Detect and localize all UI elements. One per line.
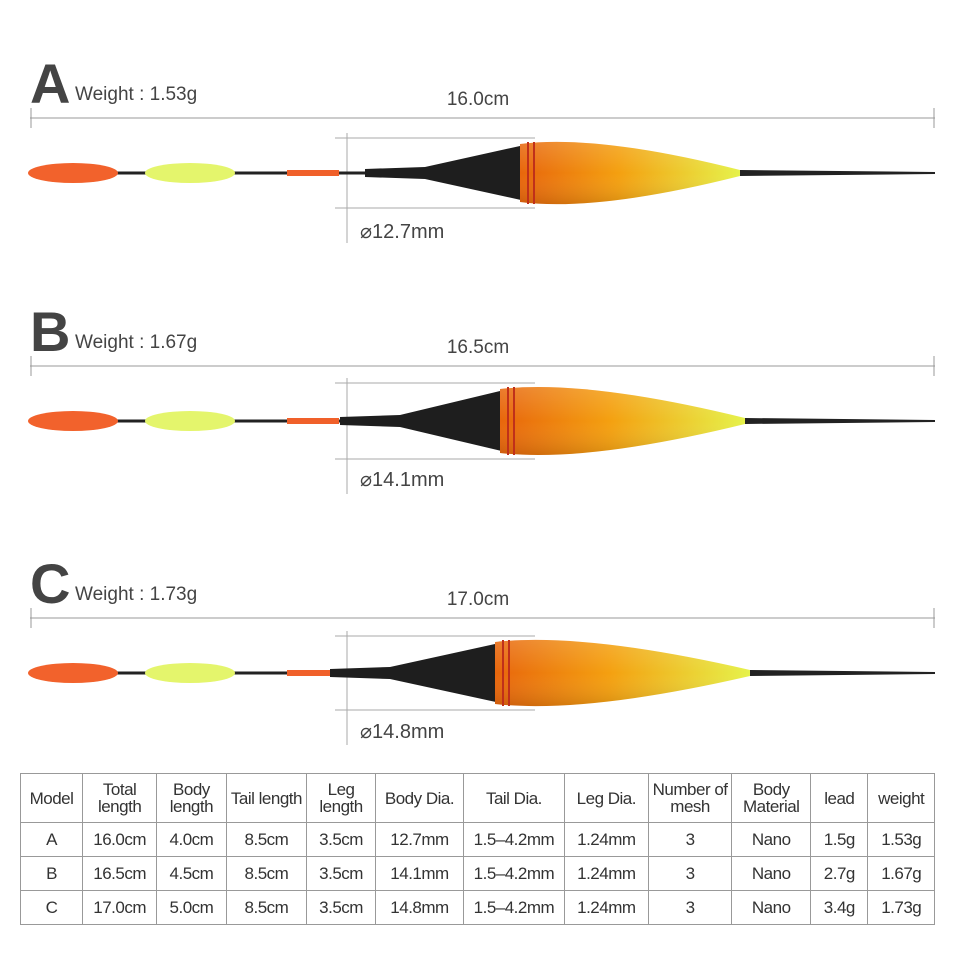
cone <box>365 146 530 202</box>
cell: 4.0cm <box>156 822 227 857</box>
bottom-float <box>28 663 118 683</box>
table-row: C 17.0cm 5.0cm 8.5cm 3.5cm 14.8mm 1.5–4.2mm 1.2… <box>20 890 935 925</box>
header-cell: Number of mesh <box>647 773 733 823</box>
weight-label: Weight : 1.67g <box>75 332 197 353</box>
header-cell: Tail length <box>225 773 308 823</box>
table-row: A 16.0cm 4.0cm 8.5cm 3.5cm 12.7mm 1.5–4.2mm 1.2… <box>20 822 935 857</box>
cell: 4.5cm <box>156 856 227 891</box>
header-cell: Tail Dia. <box>463 773 565 823</box>
cell: 3.5cm <box>306 822 376 857</box>
antenna <box>740 170 935 176</box>
tail-marker <box>287 418 339 424</box>
cell: 16.0cm <box>81 822 158 857</box>
cell: Nano <box>731 856 812 891</box>
cell: 14.8mm <box>374 890 465 925</box>
cell: C <box>20 890 83 925</box>
cell: Nano <box>731 890 812 925</box>
cell: 8.5cm <box>225 822 308 857</box>
cell: 1.5–4.2mm <box>463 890 565 925</box>
cell: 14.1mm <box>374 856 465 891</box>
weight-label: Weight : 1.53g <box>75 84 197 105</box>
cell: 1.5–4.2mm <box>463 822 565 857</box>
body-shade <box>500 386 745 456</box>
middle-float <box>145 163 235 183</box>
cell: Nano <box>731 822 812 857</box>
cell: 17.0cm <box>81 890 158 925</box>
body-shade <box>495 639 750 707</box>
cell: 3.5cm <box>306 890 376 925</box>
header-cell: Model <box>20 773 83 823</box>
model-letter: A <box>30 52 70 115</box>
cell: A <box>20 822 83 857</box>
cell: 1.5g <box>810 822 869 857</box>
cell: 3 <box>647 856 733 891</box>
bottom-float <box>28 163 118 183</box>
header-cell: Body Material <box>731 773 812 823</box>
weight-label: Weight : 1.73g <box>75 584 197 605</box>
length-label: 16.5cm <box>447 337 509 358</box>
tail-marker <box>287 670 339 676</box>
length-label: 16.0cm <box>447 89 509 110</box>
cell: 1.24mm <box>563 822 649 857</box>
cell: 3 <box>647 890 733 925</box>
cell: 3.4g <box>810 890 869 925</box>
antenna <box>750 670 935 676</box>
cell: 1.5–4.2mm <box>463 856 565 891</box>
header-cell: Body Dia. <box>374 773 465 823</box>
antenna <box>745 418 935 424</box>
cell: 1.73g <box>867 890 935 925</box>
cell: 8.5cm <box>225 856 308 891</box>
cell: 1.67g <box>867 856 935 891</box>
cell: 1.24mm <box>563 890 649 925</box>
header-cell: weight <box>867 773 935 823</box>
model-letter: C <box>30 552 70 615</box>
cone <box>330 644 505 704</box>
diameter-label: ⌀14.8mm <box>360 721 444 743</box>
header-cell: Total length <box>81 773 158 823</box>
cell: 5.0cm <box>156 890 227 925</box>
cell: B <box>20 856 83 891</box>
cell: 3.5cm <box>306 856 376 891</box>
body-shade <box>520 141 740 205</box>
cell: 2.7g <box>810 856 869 891</box>
cell: 1.53g <box>867 822 935 857</box>
cell: 1.24mm <box>563 856 649 891</box>
model-letter: B <box>30 300 70 363</box>
cell: 3 <box>647 822 733 857</box>
cell: 8.5cm <box>225 890 308 925</box>
middle-float <box>145 663 235 683</box>
cone <box>340 391 510 453</box>
length-label: 17.0cm <box>447 589 509 610</box>
spec-table: Model Total length Body length Tail length L… <box>20 773 935 925</box>
diameter-label: ⌀14.1mm <box>360 469 444 491</box>
header-cell: Leg Dia. <box>563 773 649 823</box>
header-cell: lead <box>810 773 869 823</box>
diameter-label: ⌀12.7mm <box>360 221 444 243</box>
header-cell: Leg length <box>306 773 376 823</box>
cell: 12.7mm <box>374 822 465 857</box>
table-row: B 16.5cm 4.5cm 8.5cm 3.5cm 14.1mm 1.5–4.2mm 1.2… <box>20 856 935 891</box>
header-cell: Body length <box>156 773 227 823</box>
middle-float <box>145 411 235 431</box>
bottom-float <box>28 411 118 431</box>
tail-marker <box>287 170 339 176</box>
cell: 16.5cm <box>81 856 158 891</box>
